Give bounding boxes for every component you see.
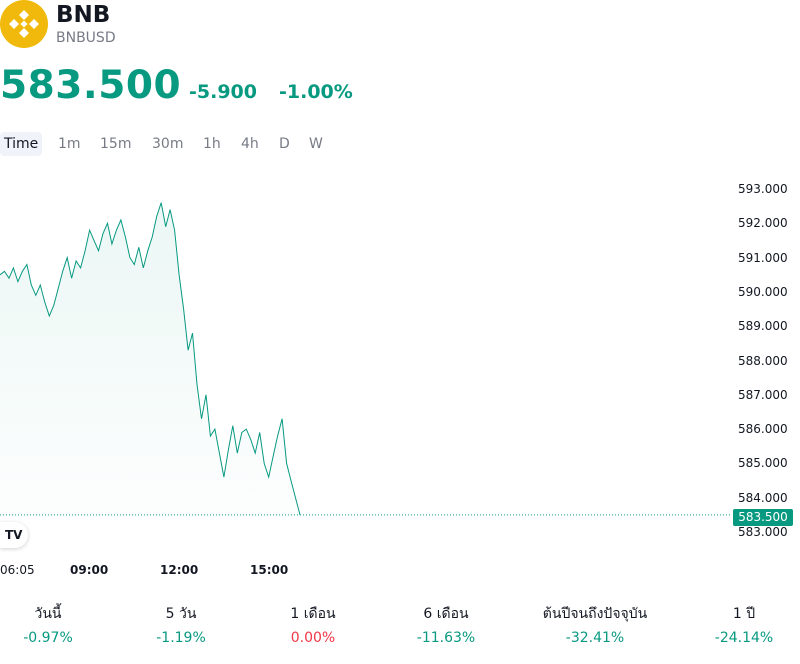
price-line <box>0 202 301 516</box>
period-item[interactable]: ต้นปีจนถึงปัจจุบัน -32.41% <box>530 604 660 648</box>
period-label: 6 เดือน <box>423 606 469 622</box>
y-tick-label: 590.000 <box>738 284 788 299</box>
period-label: ต้นปีจนถึงปัจจุบัน <box>542 606 648 622</box>
y-tick-label: 583.000 <box>738 525 788 539</box>
y-tick-label: 591.000 <box>738 250 788 265</box>
period-item[interactable]: 1 ปี -24.14% <box>679 604 800 648</box>
price-change-percent: -1.00% <box>279 81 353 103</box>
period-item[interactable]: วันนี้ -0.97% <box>0 604 113 648</box>
price-change: -5.900 <box>189 81 257 103</box>
period-value: -24.14% <box>714 630 774 646</box>
period-value: -0.97% <box>23 630 73 646</box>
period-value: -1.19% <box>156 630 206 646</box>
tab-1m[interactable]: 1m <box>58 136 81 152</box>
x-tick-label: 15:00 <box>250 563 289 577</box>
tab-d[interactable]: D <box>279 136 290 152</box>
tab-time[interactable]: Time <box>0 132 43 156</box>
y-tick-label: 585.000 <box>738 456 788 471</box>
period-value: -32.41% <box>565 630 625 646</box>
ticker-name: BNBUSD <box>56 30 116 46</box>
last-price: 583.500 <box>0 63 182 108</box>
price-area <box>0 202 300 517</box>
tab-w[interactable]: W <box>309 136 323 152</box>
y-tick-label: 588.000 <box>738 353 788 368</box>
tab-15m[interactable]: 15m <box>100 136 132 152</box>
tab-4h[interactable]: 4h <box>241 136 259 152</box>
period-item[interactable]: 6 เดือน -11.63% <box>381 604 511 648</box>
symbol-header: BNB BNBUSD <box>0 0 400 50</box>
x-tick-label: 06:05 <box>0 563 35 577</box>
last-price-label: 583.500 <box>733 509 793 526</box>
x-tick-label: 09:00 <box>70 563 109 577</box>
period-item[interactable]: 1 เดือน 0.00% <box>248 604 378 648</box>
tab-30m[interactable]: 30m <box>152 136 184 152</box>
symbol-name: BNB <box>56 2 111 28</box>
period-value: 0.00% <box>290 630 336 646</box>
period-label: 1 ปี <box>732 606 756 622</box>
period-value: -11.63% <box>416 630 476 646</box>
y-tick-label: 586.000 <box>738 422 788 437</box>
tradingview-logo-icon[interactable]: TV <box>0 522 28 548</box>
period-item[interactable]: 5 วัน -1.19% <box>116 604 246 648</box>
period-label: 1 เดือน <box>290 606 336 622</box>
x-tick-label: 12:00 <box>160 563 199 577</box>
y-tick-label: 584.000 <box>738 490 788 505</box>
price-chart[interactable] <box>0 0 800 600</box>
y-tick-label: 593.000 <box>738 182 788 196</box>
tab-1h[interactable]: 1h <box>203 136 221 152</box>
y-tick-label: 587.000 <box>738 387 788 402</box>
period-label: วันนี้ <box>34 606 62 622</box>
binance-coin-icon <box>0 0 48 48</box>
period-label: 5 วัน <box>165 606 197 622</box>
y-tick-label: 592.000 <box>738 216 788 231</box>
price-row: 583.500 -5.900 -1.00% <box>0 64 500 110</box>
y-tick-label: 589.000 <box>738 319 788 334</box>
performance-periods: วันนี้ -0.97% 5 วัน -1.19% 1 เดือน 0.00%… <box>0 604 800 660</box>
